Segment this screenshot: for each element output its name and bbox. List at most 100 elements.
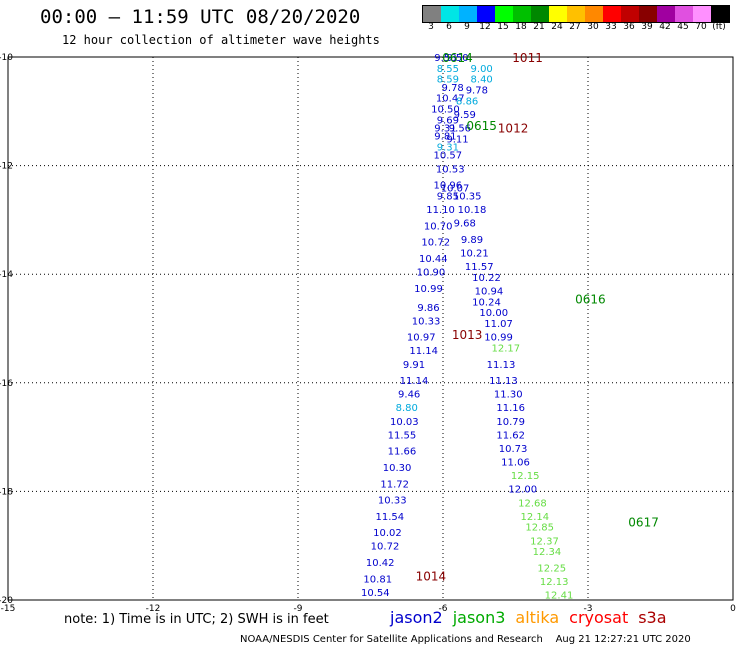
data-point-label: 10.07 [441,183,470,194]
axes: -15 -12 -9 -6 -3 0 -10 -12 -14 -16 -18 -20 [0,53,736,614]
y-tick-label: -16 [0,379,13,389]
y-tick-label: -14 [0,270,13,280]
legend-label: 15 [497,22,509,32]
data-point-label: 9.31 [437,143,459,154]
data-point-label: 12.85 [525,523,554,534]
data-point-label: 12.15 [511,471,540,482]
data-point-label: 9.31 [434,124,456,135]
data-point-label: 10.81 [363,574,392,585]
data-point-label: 9.91 [403,360,425,371]
data-point-label: 12.25 [537,563,566,574]
note-text: note: 1) Time is in UTC; 2) SWH is in fe… [64,612,329,627]
data-point-label: 9.56 [449,124,471,135]
footer-credit: NOAA/NESDIS Center for Satellite Applica… [240,634,691,645]
data-point-label: 8.59 [437,75,459,86]
pass-number-label: 0616 [575,293,606,307]
data-point-label: 11.66 [388,447,417,458]
data-point-label: 10.73 [499,444,528,455]
legend-swatch [441,6,459,22]
satellite-cryosat: cryosat [569,608,629,627]
legend-label: 27 [569,22,581,32]
x-tick-label: -9 [294,604,303,614]
data-point-label: 11.13 [489,376,518,387]
chart-subtitle: 12 hour collection of altimeter wave hei… [62,33,380,47]
data-point-label: 10.33 [412,316,441,327]
data-point-label: 10.33 [378,496,407,507]
legend-label: 12 [479,22,491,32]
legend-label: 6 [446,22,452,32]
y-tick-label: -12 [0,162,13,172]
data-point-label: 12.41 [545,591,574,602]
data-point-label: 9.58 [434,53,456,64]
data-point-label: 10.00 [479,308,508,319]
legend-swatch [621,6,639,22]
data-point-label: 10.30 [383,463,412,474]
data-point-label: 11.55 [388,430,417,441]
legend-swatch [603,6,621,22]
data-point-label: 10.72 [371,542,400,553]
legend-label: 9 [464,22,470,32]
data-point-label: 12.14 [521,512,550,523]
x-tick-label: -6 [439,604,448,614]
data-point-label: 10.24 [472,297,501,308]
plot-frame [7,56,734,601]
legend-swatch [459,6,477,22]
x-tick-label: -12 [146,604,161,614]
data-point-label: 11.30 [494,390,523,401]
data-point-label: 9.50 [446,53,468,64]
data-point-label: 8.80 [396,403,418,414]
x-tick-label: -3 [584,604,593,614]
legend-label: 33 [605,22,617,32]
data-point-label: 8.55 [437,64,459,75]
data-point-label: 10.50 [431,105,460,116]
data-point-label: 11.13 [487,360,516,371]
color-scale-labels: 3 6 9 12 15 18 21 24 27 30 33 36 39 42 45 70 (ft) [422,22,728,32]
data-point-label: 10.99 [484,333,513,344]
y-tick-label: -20 [0,596,13,606]
data-labels: 9.589.508.55 9.008.59 8.409.78 9.7810.478.8… [361,51,659,602]
data-point-label: 12.37 [530,536,559,547]
data-point-label: 11.72 [380,479,409,490]
data-point-label: 10.94 [475,286,504,297]
pass-number-label: 1013 [452,328,483,342]
y-tick-label: -18 [0,487,13,497]
data-point-label: 9.68 [454,219,476,230]
data-point-label: 10.72 [421,238,450,249]
legend-label: 39 [641,22,653,32]
data-point-label: 9.69 [437,115,459,126]
legend-swatch [585,6,603,22]
data-point-label: 9.86 [417,303,439,314]
data-point-label: 12.68 [518,498,547,509]
data-point-label: 10.18 [458,205,487,216]
data-point-label: 12.17 [492,344,521,355]
legend-swatch [423,6,441,22]
data-point-label: 11.07 [484,319,513,330]
legend-label: 70 [695,22,707,32]
data-point-label: 10.42 [366,558,395,569]
data-point-label: 9.85 [437,191,459,202]
legend-swatch [495,6,513,22]
data-point-label: 9.78 [442,83,464,94]
y-tick-label: -10 [0,53,13,63]
data-point-label: 10.97 [407,333,436,344]
legend-label: 45 [677,22,689,32]
data-point-label: 10.21 [460,248,489,259]
data-point-label: 12.34 [533,547,562,558]
legend-swatch [693,6,711,22]
satellite-altika: altika [515,608,560,627]
legend-label: 21 [533,22,545,32]
data-point-label: 10.47 [436,94,465,105]
data-point-label: 12.13 [540,577,569,588]
satellite-legend: jason2 jason3 altika cryosat s3a [390,608,677,627]
data-point-label: 10.54 [361,588,390,599]
data-point-label: 9.46 [398,390,420,401]
legend-label: (ft) [712,22,726,32]
data-point-label: 10.35 [453,191,482,202]
legend-swatch [675,6,693,22]
satellite-jason3: jason3 [452,608,506,627]
color-scale-legend [422,5,730,23]
data-point-label: 11.14 [409,346,438,357]
pass-number-label: 1012 [498,122,529,136]
x-tick-label: -15 [1,604,16,614]
